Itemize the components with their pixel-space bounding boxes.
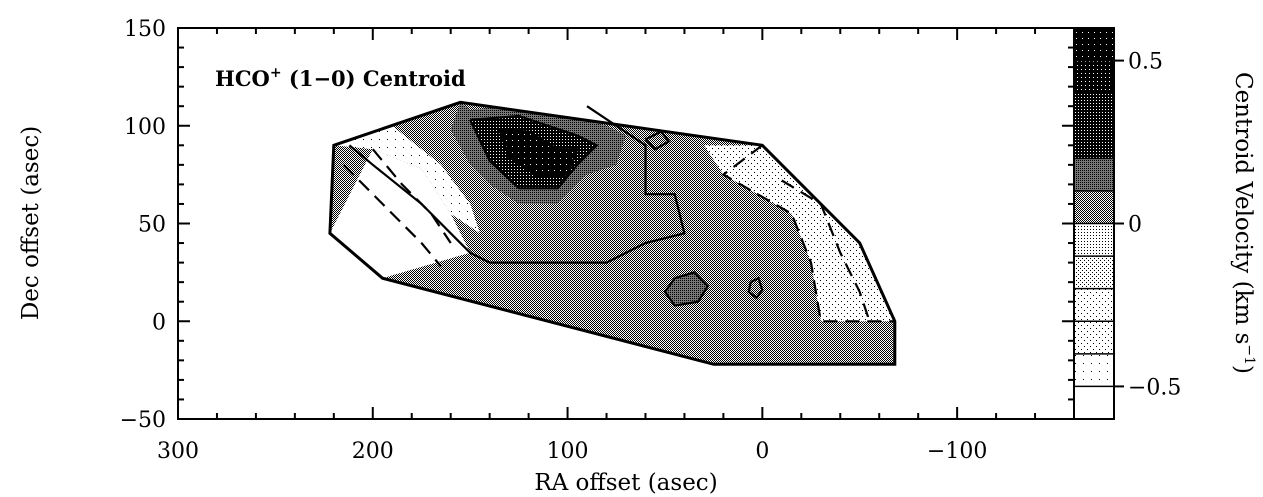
x-axis-ticks: 300 200 100 0 −100 bbox=[157, 28, 1075, 464]
y-tick-label: 150 bbox=[124, 17, 166, 42]
velocity-zone bbox=[499, 129, 578, 177]
chart-title: HCO+ (1−0) Centroid bbox=[215, 65, 466, 91]
colorbar-band bbox=[1074, 386, 1114, 419]
y-tick-label: 50 bbox=[138, 213, 166, 238]
colorbar-band bbox=[1074, 125, 1114, 159]
colorbar-label-superscript: −1 bbox=[1241, 344, 1257, 365]
colorbar-band bbox=[1074, 60, 1114, 94]
velocity-zone bbox=[333, 125, 480, 234]
velocity-zone bbox=[329, 149, 471, 279]
contour-line bbox=[663, 271, 710, 307]
colorbar-band bbox=[1074, 288, 1114, 322]
contour-line-dashed bbox=[781, 179, 871, 322]
colorbar-band bbox=[1074, 93, 1114, 126]
x-tick-label: 0 bbox=[755, 439, 769, 464]
contour-line bbox=[747, 276, 764, 300]
mapped-region-outline bbox=[328, 100, 897, 366]
x-axis-label: RA offset (asec) bbox=[534, 470, 717, 496]
colorbar-band bbox=[1074, 223, 1114, 257]
colorbar-tick-label: −0.5 bbox=[1128, 375, 1181, 400]
contour-line-dashed bbox=[371, 148, 452, 244]
colorbar-band bbox=[1074, 321, 1114, 354]
title-superscript: + bbox=[270, 65, 282, 81]
contour-line bbox=[498, 128, 579, 178]
contour-line-dashed bbox=[342, 164, 442, 268]
velocity-zones bbox=[329, 102, 895, 365]
velocity-zone bbox=[665, 272, 708, 306]
velocity-contours bbox=[342, 105, 895, 323]
x-tick-label: 300 bbox=[157, 439, 199, 464]
contour-line bbox=[348, 105, 686, 264]
colorbar-tick-label: 0.5 bbox=[1128, 50, 1163, 75]
y-axis-ticks: 150 100 50 0 −50 bbox=[120, 17, 1074, 433]
y-tick-label: 100 bbox=[124, 115, 166, 140]
colorbar-band bbox=[1074, 353, 1114, 387]
y-tick-label: 0 bbox=[152, 310, 166, 335]
colorbar-ticks: 0.5 0 −0.5 bbox=[1114, 50, 1181, 400]
y-axis-label: Dec offset (asec) bbox=[18, 126, 44, 320]
colorbar-label: Centroid Velocity (km s−1) bbox=[1230, 72, 1257, 374]
contour-line bbox=[644, 130, 671, 151]
x-tick-label: −100 bbox=[927, 439, 987, 464]
colorbar-band bbox=[1074, 190, 1114, 224]
y-tick-label: −50 bbox=[120, 408, 166, 433]
colorbar-tick-label: 0 bbox=[1128, 213, 1142, 238]
contour-line bbox=[469, 114, 599, 190]
x-tick-label: 100 bbox=[547, 439, 589, 464]
x-tick-label: 200 bbox=[352, 439, 394, 464]
colorbar-band bbox=[1074, 158, 1114, 191]
colorbar-band bbox=[1074, 256, 1114, 289]
colorbar bbox=[1074, 27, 1114, 419]
velocity-zone bbox=[382, 145, 821, 365]
contour-line-dashed bbox=[721, 144, 895, 323]
colorbar-band bbox=[1074, 28, 1114, 61]
velocity-zone bbox=[703, 145, 895, 322]
